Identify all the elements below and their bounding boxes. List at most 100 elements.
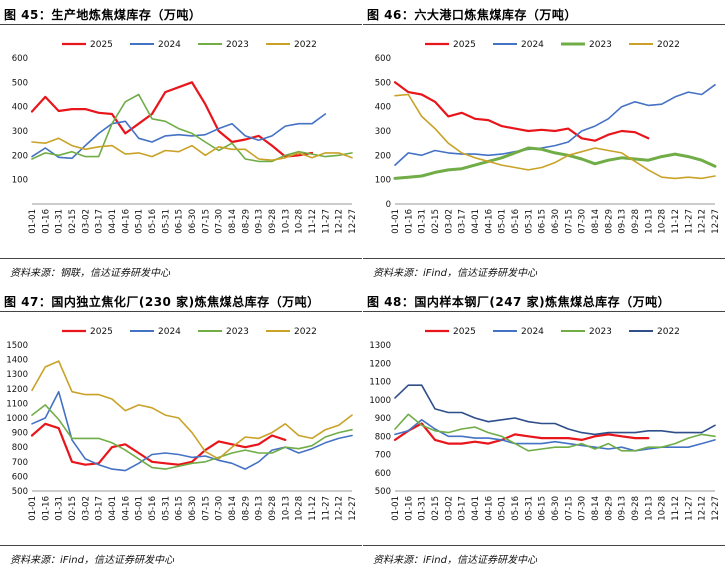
x-tick-label: 04-01 (108, 496, 118, 521)
x-tick-label: 06-15 (175, 209, 185, 234)
x-tick-label: 12-27 (711, 496, 721, 521)
y-tick-label: 1000 (369, 396, 391, 406)
x-tick-label: 09-13 (255, 209, 265, 234)
y-tick-label: 600 (12, 54, 28, 64)
series-line-2022 (394, 93, 716, 180)
x-tick-label: 02-15 (431, 209, 441, 234)
series-line-2023 (31, 404, 353, 470)
legend-label-2023: 2023 (589, 40, 612, 50)
x-tick-label: 05-01 (498, 209, 508, 234)
y-tick-label: 1500 (6, 341, 28, 351)
x-tick-label: 08-29 (604, 496, 614, 521)
x-tick-label: 01-31 (55, 209, 65, 234)
x-tick-label: 02-15 (68, 209, 78, 234)
x-tick-label: 01-16 (404, 209, 414, 234)
series-line-2022 (31, 360, 353, 460)
x-tick-label: 07-30 (578, 209, 588, 234)
y-tick-label: 600 (375, 469, 391, 479)
x-tick-label: 05-01 (135, 209, 145, 234)
y-tick-label: 1200 (6, 385, 28, 395)
x-tick-label: 04-16 (121, 496, 131, 521)
x-tick-label: 01-31 (55, 496, 65, 521)
legend-label-2022: 2022 (294, 327, 317, 337)
legend-label-2025: 2025 (90, 327, 113, 337)
series-line-2024 (394, 83, 716, 166)
x-tick-label: 08-14 (591, 496, 601, 521)
y-tick-label: 500 (12, 78, 28, 88)
x-tick-label: 02-15 (431, 496, 441, 521)
x-tick-label: 04-16 (484, 496, 494, 521)
x-tick-label: 06-15 (538, 209, 548, 234)
legend-label-2024: 2024 (158, 40, 181, 50)
y-tick-label: 1100 (6, 399, 28, 409)
legend-label-2024: 2024 (521, 40, 544, 50)
y-tick-label: 600 (12, 472, 28, 482)
x-tick-label: 11-12 (308, 209, 318, 234)
x-tick-label: 09-13 (618, 209, 628, 234)
x-tick-label: 01-16 (404, 496, 414, 521)
panel-header: 图 47：国内独立焦化厂(230 家)炼焦煤总库存（万吨） (0, 287, 362, 313)
panel-header: 图 48：国内样本钢厂(247 家)炼焦煤总库存（万吨） (363, 287, 725, 313)
x-tick-label: 05-16 (148, 496, 158, 521)
series-line-2022 (31, 137, 353, 161)
x-tick-label: 10-13 (644, 209, 654, 234)
x-tick-label: 06-30 (188, 209, 198, 234)
x-tick-label: 08-14 (228, 496, 238, 521)
header-rule (0, 24, 362, 25)
x-tick-label: 06-30 (551, 496, 561, 521)
x-tick-label: 05-16 (511, 496, 521, 521)
header-rule (363, 24, 725, 25)
x-tick-label: 08-14 (591, 209, 601, 234)
x-tick-label: 11-27 (684, 496, 694, 521)
legend-label-2023: 2023 (226, 40, 249, 50)
x-tick-label: 09-28 (631, 496, 641, 521)
x-tick-label: 01-16 (41, 209, 51, 234)
y-tick-label: 1000 (6, 414, 28, 424)
footer-rule (363, 545, 725, 546)
footer-rule (0, 545, 362, 546)
x-tick-label: 05-31 (524, 209, 534, 234)
legend-label-2023: 2023 (589, 327, 612, 337)
x-tick-label: 07-15 (564, 209, 574, 234)
y-tick-label: 1300 (6, 370, 28, 380)
x-tick-label: 11-12 (308, 496, 318, 521)
y-tick-label: 800 (375, 432, 391, 442)
x-tick-label: 05-01 (498, 496, 508, 521)
y-tick-label: 900 (12, 429, 28, 439)
x-tick-label: 05-16 (148, 209, 158, 234)
x-tick-label: 08-14 (228, 209, 238, 234)
x-tick-label: 03-17 (458, 496, 468, 521)
series-line-2025 (30, 422, 287, 466)
chart-panel-3: 图 47：国内独立焦化厂(230 家)炼焦煤总库存（万吨） 500 600 700 8… (0, 287, 362, 573)
x-tick-label: 04-16 (121, 209, 131, 234)
x-tick-label: 12-12 (698, 209, 708, 234)
y-tick-label: 100 (12, 176, 28, 186)
x-tick-label: 03-02 (81, 209, 91, 234)
legend-label-2025: 2025 (453, 327, 476, 337)
legend-label-2024: 2024 (158, 327, 181, 337)
x-tick-label: 12-27 (348, 209, 358, 234)
x-tick-label: 10-28 (295, 496, 305, 521)
y-tick-label: 500 (375, 487, 391, 497)
x-tick-label: 03-17 (95, 496, 105, 521)
x-tick-label: 03-02 (444, 209, 454, 234)
x-tick-label: 09-28 (631, 209, 641, 234)
x-tick-label: 10-28 (658, 209, 668, 234)
y-tick-label: 500 (375, 78, 391, 88)
x-tick-label: 07-30 (215, 209, 225, 234)
series-line-2023 (31, 93, 353, 163)
x-tick-label: 01-31 (418, 496, 428, 521)
x-tick-label: 06-15 (175, 496, 185, 521)
x-tick-label: 05-01 (135, 496, 145, 521)
x-tick-label: 12-27 (711, 209, 721, 234)
x-tick-label: 08-29 (241, 496, 251, 521)
x-tick-label: 10-13 (281, 209, 291, 234)
x-tick-label: 01-16 (41, 496, 51, 521)
x-tick-label: 11-12 (671, 209, 681, 234)
x-tick-label: 09-28 (268, 209, 278, 234)
x-tick-label: 05-31 (161, 496, 171, 521)
chart-panel-2: 图 46：六大港口炼焦煤库存（万吨） 0 100 200 300 400 500 600 01… (363, 0, 725, 286)
x-tick-label: 03-02 (444, 496, 454, 521)
y-tick-label: 1100 (369, 378, 391, 388)
